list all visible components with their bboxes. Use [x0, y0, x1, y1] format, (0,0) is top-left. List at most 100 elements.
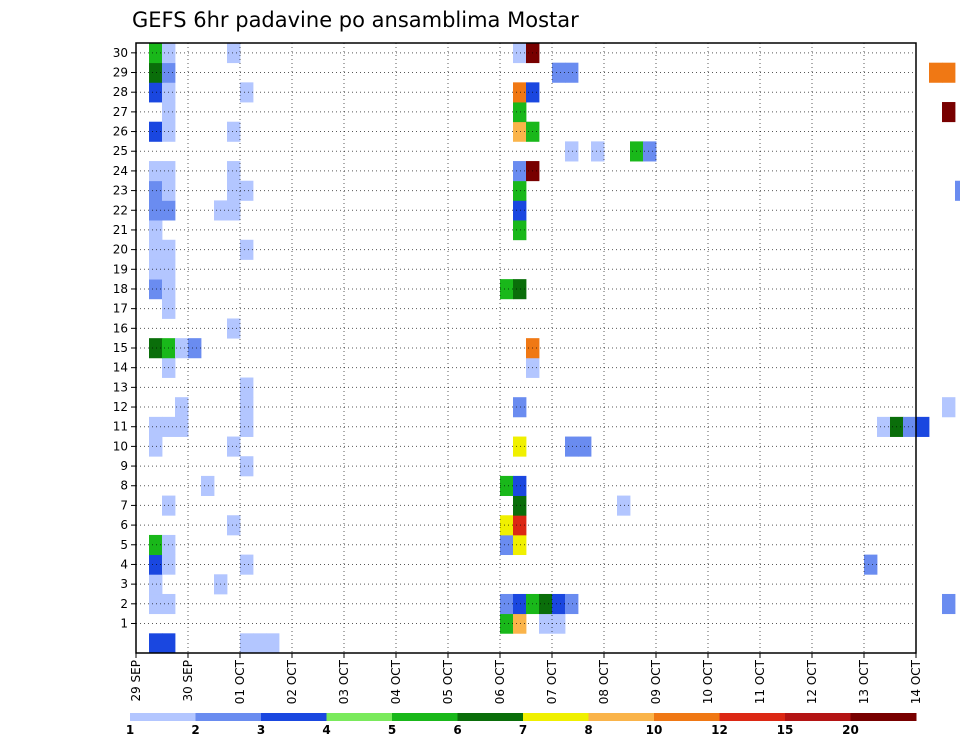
y-tick-label: 28	[113, 85, 128, 99]
heatmap-cell	[188, 338, 202, 359]
heatmap-cell	[942, 62, 956, 83]
y-tick-label: 27	[113, 105, 128, 119]
colorbar-swatch	[588, 713, 655, 721]
heatmap-cell	[175, 397, 189, 418]
x-tick-label: 04 OCT	[389, 659, 403, 704]
heatmap-cell	[240, 416, 254, 437]
colorbar-swatch	[654, 713, 720, 721]
heatmap-cell	[227, 515, 241, 536]
heatmap-cell	[227, 318, 241, 339]
y-tick-label: 1	[120, 616, 128, 630]
x-tick-label: 05 OCT	[441, 659, 455, 704]
x-tick-label: 07 OCT	[545, 659, 559, 704]
heatmap-cell	[149, 574, 163, 595]
heatmap-cell	[149, 239, 163, 260]
heatmap-cell	[513, 475, 527, 496]
heatmap-cell	[149, 436, 163, 457]
heatmap-cell	[565, 436, 579, 457]
y-axis: 1234567891011121314151617181920212223242…	[113, 46, 136, 630]
colorbar-swatch	[130, 713, 196, 721]
heatmap-cell	[513, 534, 527, 556]
heatmap-cell	[149, 220, 163, 241]
heatmap-cell	[513, 180, 527, 201]
x-tick-label: 02 OCT	[285, 659, 299, 704]
heatmap-cell	[513, 279, 527, 300]
heatmap-cell	[513, 82, 527, 103]
y-tick-label: 17	[113, 302, 128, 316]
heatmap-cell	[227, 161, 241, 182]
heatmap-cell	[162, 633, 176, 654]
y-tick-label: 19	[113, 262, 128, 276]
colorbar-label: 1	[126, 723, 134, 737]
x-tick-label: 30 SEP	[181, 660, 195, 702]
heatmap-cell	[513, 613, 527, 634]
heatmap-cell	[253, 633, 267, 654]
x-tick-label: 03 OCT	[337, 659, 351, 704]
heatmap-cell	[240, 239, 254, 260]
y-tick-label: 2	[120, 597, 128, 611]
colorbar-label: 2	[191, 723, 199, 737]
heatmap-cell	[539, 593, 553, 615]
heatmap-cell	[240, 180, 254, 201]
heatmap-cell	[942, 397, 956, 418]
heatmap-cell	[955, 180, 960, 201]
y-tick-label: 18	[113, 282, 128, 296]
heatmap-cell	[513, 593, 527, 615]
heatmap-cell	[513, 121, 527, 142]
colorbar-swatch	[457, 713, 524, 721]
y-tick-label: 16	[113, 321, 128, 335]
y-tick-label: 11	[113, 420, 128, 434]
colorbar-swatch	[195, 713, 262, 721]
heatmap-cell	[565, 593, 579, 615]
x-tick-label: 10 OCT	[701, 659, 715, 704]
colorbar-label: 12	[711, 723, 728, 737]
y-tick-label: 8	[120, 479, 128, 493]
colorbar-label: 20	[842, 723, 859, 737]
gridlines	[136, 43, 916, 653]
colorbar-swatch	[785, 713, 851, 721]
heatmap-cell	[149, 338, 163, 359]
heatmap-cell	[149, 62, 163, 83]
heatmap-cell	[552, 613, 566, 634]
heatmap-cell	[916, 416, 930, 437]
x-tick-label: 29 SEP	[129, 660, 143, 702]
heatmap-cell	[513, 200, 527, 221]
heatmap-cell	[149, 200, 163, 221]
heatmap-cell	[903, 416, 917, 437]
y-tick-label: 22	[113, 203, 128, 217]
heatmap-cell	[149, 554, 163, 575]
heatmap-cell	[227, 200, 241, 221]
heatmap-cell	[500, 534, 514, 556]
heatmap-cell	[149, 43, 163, 64]
y-tick-label: 13	[113, 380, 128, 394]
x-tick-label: 01 OCT	[233, 659, 247, 704]
heatmap-cell	[266, 633, 280, 654]
heatmap-cells	[149, 43, 960, 654]
heatmap-cell	[149, 534, 163, 556]
y-tick-label: 3	[120, 577, 128, 591]
heatmap-cell	[500, 515, 514, 536]
heatmap-cell	[513, 161, 527, 182]
heatmap-cell	[513, 220, 527, 241]
heatmap-cell	[227, 121, 241, 142]
heatmap-cell	[500, 279, 514, 300]
heatmap-cell	[227, 436, 241, 457]
heatmap-cell	[500, 613, 514, 634]
y-tick-label: 29	[113, 66, 128, 80]
heatmap-cell	[942, 593, 956, 615]
x-tick-label: 11 OCT	[753, 659, 767, 704]
heatmap-cell	[643, 141, 657, 162]
heatmap-cell	[513, 515, 527, 536]
heatmap-cell	[864, 554, 878, 575]
colorbar-swatch	[261, 713, 327, 721]
heatmap-cell	[539, 613, 553, 634]
x-tick-label: 14 OCT	[909, 659, 923, 704]
colorbar-label: 7	[519, 723, 527, 737]
y-tick-label: 20	[113, 243, 128, 257]
heatmap-cell	[240, 554, 254, 575]
y-tick-label: 15	[113, 341, 128, 355]
heatmap-cell	[565, 141, 579, 162]
colorbar-swatch	[719, 713, 786, 721]
heatmap-cell	[240, 456, 254, 477]
x-tick-label: 13 OCT	[857, 659, 871, 704]
